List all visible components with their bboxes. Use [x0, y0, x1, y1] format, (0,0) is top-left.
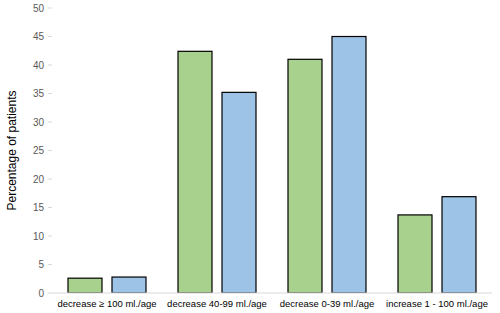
y-tick-label: 25 [33, 145, 45, 156]
bar [222, 92, 256, 293]
y-tick-label: 10 [33, 231, 45, 242]
y-axis-label: Percentage of patients [5, 90, 19, 210]
y-tick [48, 36, 52, 37]
y-tick [48, 236, 52, 237]
x-tick-label: decrease 0-39 ml./age [280, 298, 375, 309]
y-tick-label: 35 [33, 88, 45, 99]
bar [112, 277, 146, 293]
bar [68, 278, 102, 293]
x-tick-label: increase 1 - 100 ml./age [386, 298, 488, 309]
x-tick-label: decrease 40-99 ml./age [167, 298, 267, 309]
y-tick-label: 30 [33, 117, 45, 128]
y-tick [48, 264, 52, 265]
y-tick-label: 15 [33, 202, 45, 213]
y-tick [48, 8, 52, 9]
y-tick-label: 5 [38, 259, 44, 270]
y-tick [48, 293, 52, 294]
y-tick [48, 207, 52, 208]
bar [332, 37, 366, 294]
y-tick-label: 40 [33, 60, 45, 71]
y-tick [48, 179, 52, 180]
x-tick-label: decrease ≥ 100 ml./age [57, 298, 156, 309]
bar [442, 197, 476, 293]
y-tick-label: 50 [33, 3, 45, 14]
y-tick-label: 20 [33, 174, 45, 185]
y-tick [48, 93, 52, 94]
bar [288, 59, 322, 293]
y-tick [48, 122, 52, 123]
y-tick [48, 150, 52, 151]
bar [398, 215, 432, 293]
bars [68, 37, 476, 294]
chart-svg: 0 5 10 15 20 25 30 35 40 45 50 Percentage of patien… [0, 0, 500, 313]
y-tick-label: 0 [38, 288, 44, 299]
bar [178, 51, 212, 293]
y-tick [48, 65, 52, 66]
x-axis [52, 293, 492, 294]
y-tick-label: 45 [33, 31, 45, 42]
chart-container: 0 5 10 15 20 25 30 35 40 45 50 Percentage of patien… [0, 0, 500, 313]
